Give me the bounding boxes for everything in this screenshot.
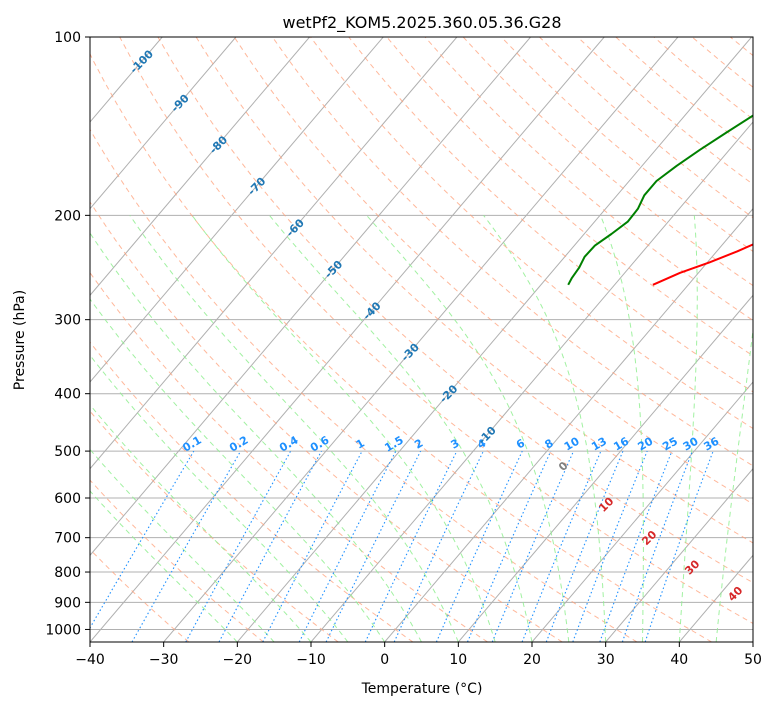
isotherm-line xyxy=(384,207,753,642)
isotherm-line xyxy=(457,294,753,642)
x-tick-label: 50 xyxy=(744,652,762,668)
y-tick-label: 700 xyxy=(54,531,81,547)
isotherm-line xyxy=(310,121,753,642)
y-axis-label: Pressure (hPa) xyxy=(12,290,28,390)
isotherm-line xyxy=(90,37,310,297)
mixing-ratio-line xyxy=(599,450,673,642)
dry-adiabat-line xyxy=(90,341,414,642)
y-tick-label: 900 xyxy=(54,595,81,611)
y-tick-label: 400 xyxy=(54,387,81,403)
moist-adiabat-line xyxy=(483,214,607,642)
mixing-ratio-line xyxy=(572,450,648,642)
background-lines xyxy=(90,37,753,642)
x-tick-label: −40 xyxy=(75,652,105,668)
x-tick-label: −30 xyxy=(149,652,179,668)
isotherm-line xyxy=(236,37,752,642)
moist-adiabat-line xyxy=(90,403,312,642)
dry-adiabat-line xyxy=(90,52,712,642)
moist-adiabat-line xyxy=(715,326,753,642)
x-tick-label: 10 xyxy=(449,652,467,668)
x-tick-label: −10 xyxy=(296,652,326,668)
plot-frame xyxy=(89,36,754,643)
mixing-ratio-line xyxy=(621,450,693,642)
x-axis-label: Temperature (°C) xyxy=(361,681,483,697)
moist-adiabat-line xyxy=(90,298,386,642)
y-tick-label: 300 xyxy=(54,313,81,329)
isotherm-line xyxy=(90,37,384,383)
dewpoint-profile-line xyxy=(567,114,753,286)
y-axis: 100 200 300 400 500 600 700 800 900 1000 xyxy=(45,30,90,638)
x-tick-label: −20 xyxy=(223,652,253,668)
isotherm-line xyxy=(90,37,531,557)
y-tick-label: 800 xyxy=(54,565,81,581)
dry-adiabat-line xyxy=(157,37,753,584)
chart-title: wetPf2_KOM5.2025.360.05.36.G28 xyxy=(282,13,561,33)
mixing-ratio-line xyxy=(644,450,714,642)
dry-adiabat-line xyxy=(233,37,753,505)
x-tick-label: 20 xyxy=(523,652,541,668)
mixing-ratio-line xyxy=(185,450,292,642)
dry-adiabat-line xyxy=(195,37,753,544)
x-axis: −40 −30 −20 −10 0 10 20 30 40 50 xyxy=(75,642,762,668)
dry-adiabat-line xyxy=(90,201,563,642)
mixing-ratio-line xyxy=(325,450,422,642)
mixing-ratio-line xyxy=(466,450,552,642)
dry-adiabat-line xyxy=(119,37,753,624)
temperature-profile-line xyxy=(652,243,753,286)
dry-adiabat-line xyxy=(90,548,190,642)
y-tick-label: 1000 xyxy=(45,622,81,638)
mixing-ratio-line xyxy=(435,450,523,642)
dry-adiabat-line xyxy=(90,128,638,642)
dry-adiabat-line xyxy=(90,479,264,642)
sounding-profiles xyxy=(567,114,753,286)
x-tick-label: 30 xyxy=(597,652,615,668)
isotherm-line xyxy=(90,37,237,210)
isotherm-line xyxy=(90,37,605,642)
dry-adiabat-line xyxy=(310,37,753,430)
mixing-ratio-line xyxy=(545,450,624,642)
moist-adiabat-line xyxy=(269,214,533,642)
moist-adiabat-line xyxy=(678,215,698,642)
y-tick-label: 500 xyxy=(54,444,81,460)
moist-adiabat-line xyxy=(90,232,422,642)
mixing-ratio-line xyxy=(298,450,397,642)
isotherm-line xyxy=(531,381,753,642)
x-tick-label: 40 xyxy=(670,652,688,668)
isotherm-line xyxy=(90,37,458,470)
y-tick-label: 100 xyxy=(54,30,81,46)
isotherm-line xyxy=(163,37,679,642)
y-tick-label: 600 xyxy=(54,491,81,507)
x-tick-label: 0 xyxy=(380,652,389,668)
dry-adiabat-line xyxy=(386,37,753,357)
y-tick-label: 200 xyxy=(54,208,81,224)
mixing-ratio-line xyxy=(491,450,575,642)
moist-adiabat-line xyxy=(366,214,570,642)
mixing-ratio-line xyxy=(218,450,322,642)
dry-adiabat-line xyxy=(90,271,488,642)
dry-adiabat-line xyxy=(90,410,339,642)
dry-adiabat-line xyxy=(424,37,753,322)
moist-adiabat-line xyxy=(90,354,349,642)
moist-adiabat-line xyxy=(599,215,644,642)
isotherm-line xyxy=(605,467,753,642)
mixing-ratio-line xyxy=(521,450,602,642)
moist-adiabat-line xyxy=(129,215,459,642)
